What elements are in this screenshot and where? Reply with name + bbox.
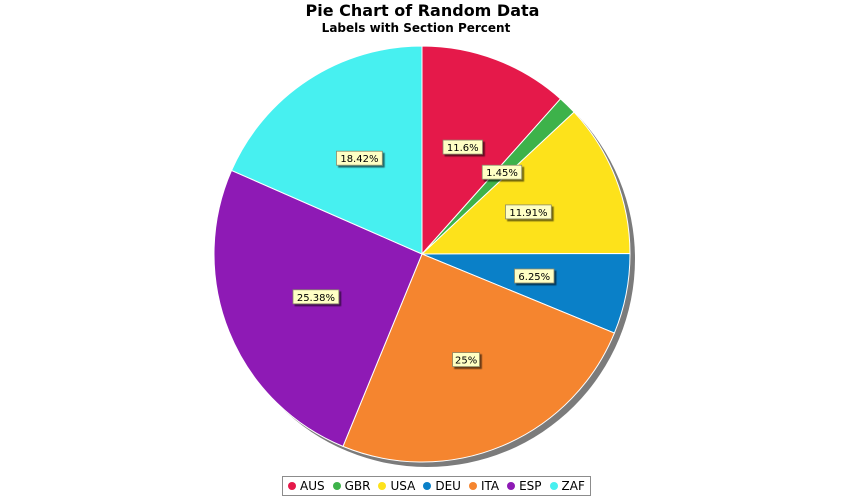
legend-item-esp: ESP [507,479,542,493]
pie-slice-esp [213,169,423,447]
legend-item-deu: DEU [423,479,461,493]
pie-label-text: 18.42% [340,154,378,165]
pie-label-box [442,139,483,155]
legend-item-aus: AUS [288,479,325,493]
pie-slice-usa [421,111,631,255]
pie-labels: 11.6% 1.45% 11.91% 6.25% 25% 25.38% 18.42% [292,139,555,368]
pie-label-gbr: 1.45% [481,164,523,180]
pie-label-esp: 25.38% [292,289,340,305]
legend-label: USA [390,479,416,493]
legend-item-usa: USA [378,479,415,493]
pie-label-box [505,204,552,220]
pie-label-usa: 11.91% [505,204,552,220]
pie-label-text: 6.25% [518,272,550,283]
legend-swatch [288,482,296,490]
legend-item-zaf: ZAF [549,479,585,493]
chart-subtitle: Labels with Section Percent [321,21,511,35]
legend-swatch [549,482,558,490]
pie-label-text: 11.6% [447,143,479,154]
legend-label: GBR [344,479,371,493]
pie-label-text: 25.38% [297,293,335,304]
pie-label-text: 1.45% [486,168,518,179]
pie-label-ita: 25% [452,352,480,368]
pie-label-box [452,352,480,368]
legend-item-ita: ITA [468,479,500,493]
pie-slices [213,45,631,463]
legend-swatch [468,482,477,490]
pie-label-text: 11.91% [509,208,547,219]
legend-item-gbr: GBR [332,479,371,493]
legend-swatch [507,482,516,490]
pie-label-deu: 6.25% [514,268,555,284]
legend-swatch [423,482,432,490]
legend-label: ITA [480,479,500,493]
pie-label-zaf: 18.42% [336,150,383,166]
pie-label-box [292,289,340,305]
pie-slice-zaf [231,45,423,255]
legend: AUS GBR USA DEU ITA ESP ZAF [282,476,591,496]
legend-label: ZAF [561,479,585,493]
pie-label-text: 25% [455,356,477,367]
legend-label: ESP [519,479,542,493]
chart-title: Pie Chart of Random Data [305,1,540,20]
pie-label-box [481,164,523,180]
pie-label-aus: 11.6% [442,139,483,155]
legend-label: DEU [435,479,461,493]
pie-label-box [336,150,383,166]
legend-label: AUS [300,479,325,493]
pie-slice-aus [421,45,562,255]
legend-swatch [378,482,387,490]
legend-swatch [332,482,341,490]
pie-label-box [514,268,555,284]
